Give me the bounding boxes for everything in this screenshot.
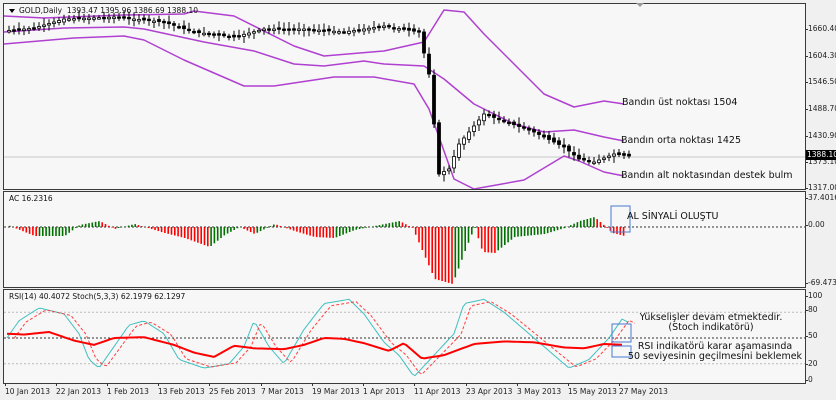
time-tick: 15 May 2013 [568, 383, 617, 396]
price-tick: 1660.40 [805, 24, 836, 33]
ac-histogram [4, 205, 805, 284]
dropdown-triangle-icon[interactable] [9, 9, 15, 13]
rsi-tick: 0 [806, 375, 813, 384]
middle-band-annotation: Bandın orta noktası 1425 [621, 135, 742, 146]
stoch-annotation-line1: Yükselişler devam etmektedir. [639, 312, 783, 323]
chart-title: GOLD,Daily 1393.47 1395.96 1386.69 1388.… [9, 6, 198, 15]
lower-band-annotation: Bandın alt noktasından destek bulm [621, 170, 793, 181]
rsi-tick: 20 [806, 359, 818, 368]
rsi-axis[interactable]: 100 80 50 20 0 [805, 289, 836, 384]
time-axis[interactable]: 10 Jan 2013 22 Jan 2013 1 Feb 2013 13 Fe… [3, 383, 806, 400]
ac-tick: 37.4016 [805, 193, 836, 202]
rsi-tick: 100 [805, 291, 823, 300]
rsi-stoch-panel[interactable]: RSI(14) 40.4072 Stoch(5,3,3) 62.1979 62.… [3, 289, 806, 384]
price-tick: 1373.10 [805, 157, 836, 166]
ohlc-values: 1393.47 1395.96 1386.69 1388.10 [66, 6, 199, 15]
chart-shift-marker-icon[interactable] [636, 3, 644, 7]
price-tick: 1488.70 [805, 104, 836, 113]
time-tick: 22 Jan 2013 [56, 383, 101, 396]
ac-axis[interactable]: 37.4016 0.00 -69.4731 [805, 191, 836, 288]
time-tick: 27 May 2013 [619, 383, 668, 396]
time-tick: 23 Apr 2013 [466, 383, 513, 396]
rsi-tick: 50 [806, 331, 818, 340]
buy-signal-annotation: AL SİNYALİ OLUŞTU [627, 211, 719, 222]
price-chart-panel[interactable]: GOLD,Daily 1393.47 1395.96 1386.69 1388.… [3, 3, 806, 190]
time-tick: 3 May 2013 [517, 383, 562, 396]
time-tick: 7 Mar 2013 [261, 383, 304, 396]
time-tick: 19 Mar 2013 [312, 383, 360, 396]
stoch-annotation: Yükselişler devam etmektedir. (Stoch ind… [616, 312, 805, 333]
time-tick: 11 Apr 2013 [414, 383, 461, 396]
ac-indicator-panel[interactable]: AC 16.2316 AL SİNYALİ OLUŞTU [3, 191, 806, 288]
time-tick: 13 Feb 2013 [158, 383, 205, 396]
ac-title: AC 16.2316 [9, 194, 53, 203]
ac-tick: -69.4731 [806, 278, 836, 287]
price-tick: 1604.30 [805, 51, 836, 60]
time-tick: 10 Jan 2013 [5, 383, 50, 396]
symbol-label: GOLD,Daily [19, 6, 63, 15]
candlestick-chart [4, 9, 805, 189]
price-tick: 1317.00 [805, 183, 836, 192]
rsi-tick: 80 [806, 305, 818, 314]
rsi-stoch-lines [4, 298, 805, 377]
time-tick: 25 Feb 2013 [209, 383, 256, 396]
price-tick: 1546.50 [805, 77, 836, 86]
time-tick: 1 Apr 2013 [363, 383, 405, 396]
time-tick: 1 Feb 2013 [107, 383, 149, 396]
stoch-annotation-line2: (Stoch indikatörü) [668, 322, 754, 333]
current-price-label: 1388.10 [806, 150, 836, 160]
ac-tick: 0.00 [806, 220, 825, 229]
upper-band-annotation: Bandın üst noktası 1504 [622, 97, 738, 108]
rsi-annotation-line1: RSI indikatörü karar aşamasında [637, 341, 793, 352]
price-tick: 1430.90 [805, 131, 836, 140]
rsi-title: RSI(14) 40.4072 Stoch(5,3,3) 62.1979 62.… [9, 292, 186, 301]
rsi-annotation: RSI indikatörü karar aşamasında 50 seviy… [620, 341, 805, 362]
price-axis[interactable]: 1660.40 1604.30 1546.50 1488.70 1430.90 … [805, 0, 836, 192]
rsi-annotation-line2: 50 seviyesinin geçilmesini beklemek [627, 351, 803, 362]
